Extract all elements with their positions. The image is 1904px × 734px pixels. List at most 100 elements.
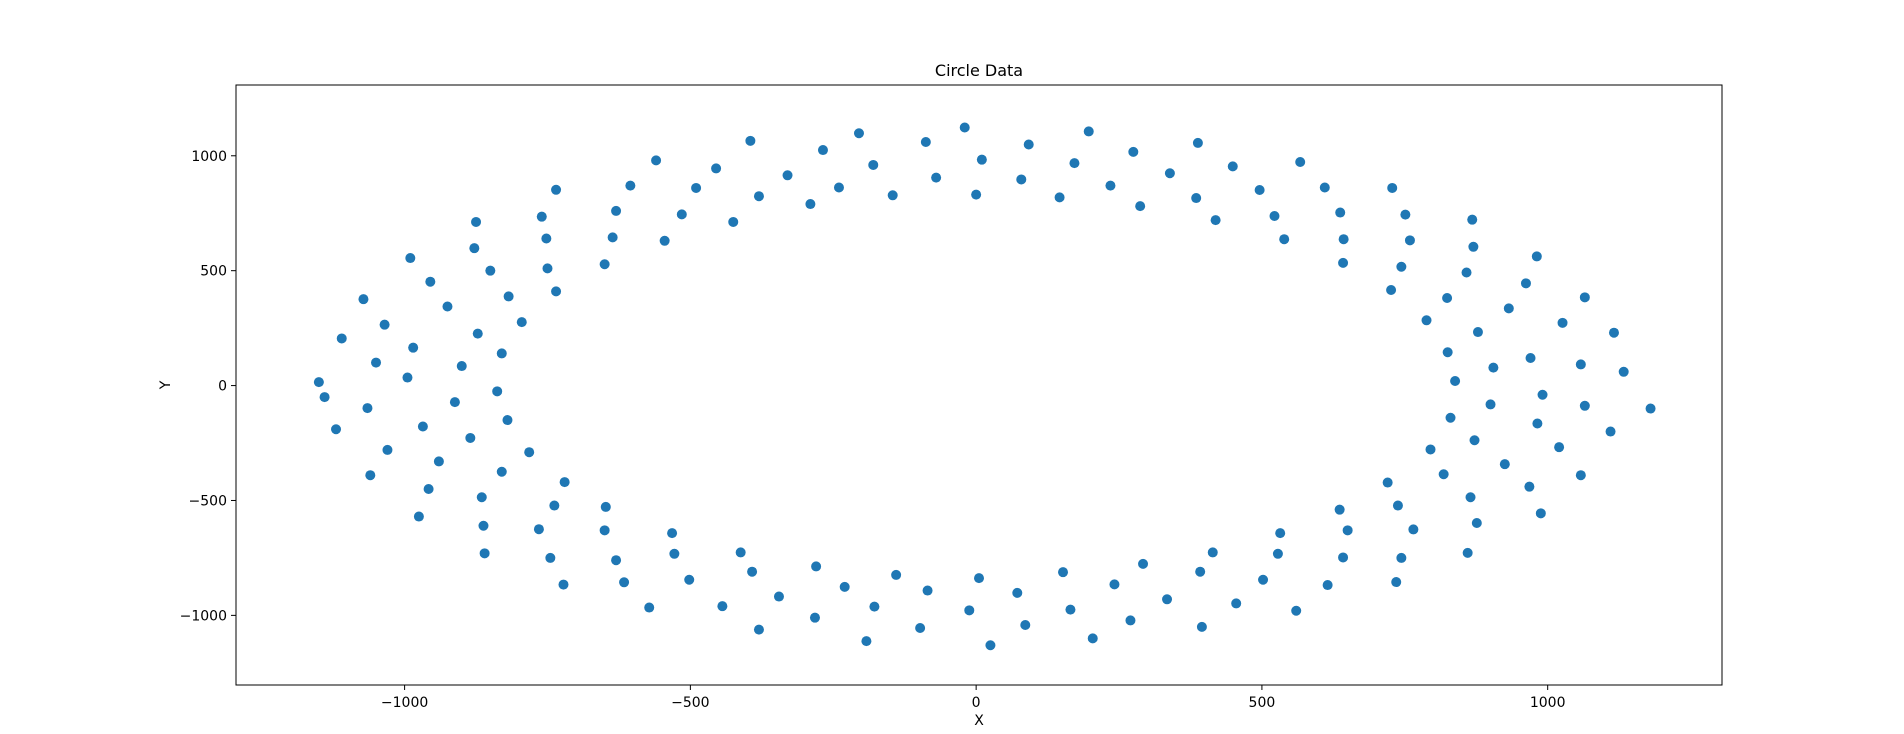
point <box>922 585 933 596</box>
point <box>869 601 880 612</box>
point <box>456 361 467 372</box>
point <box>549 500 560 511</box>
point <box>747 566 758 577</box>
point <box>868 159 879 170</box>
point <box>405 253 416 264</box>
point <box>974 573 984 584</box>
point <box>1295 156 1306 167</box>
point <box>728 216 739 227</box>
point <box>551 184 562 195</box>
point <box>959 122 970 133</box>
point <box>659 235 670 246</box>
point <box>542 263 553 274</box>
point <box>600 501 611 512</box>
point <box>479 548 490 559</box>
plot-frame <box>235 84 1723 686</box>
point <box>1605 426 1616 437</box>
point <box>1608 327 1619 338</box>
point <box>599 525 610 536</box>
point <box>1275 528 1286 539</box>
point <box>471 216 482 227</box>
point <box>551 286 562 297</box>
point <box>1532 418 1543 429</box>
point <box>651 155 662 166</box>
point <box>611 555 622 566</box>
point <box>1537 389 1548 400</box>
point <box>887 190 898 201</box>
point <box>691 182 702 193</box>
point <box>1135 201 1146 212</box>
point <box>1207 547 1218 558</box>
point <box>469 243 480 254</box>
point <box>1524 481 1535 492</box>
point <box>644 602 655 613</box>
point <box>1105 180 1116 191</box>
point <box>805 199 816 210</box>
point <box>1210 215 1221 226</box>
point <box>1196 621 1207 632</box>
point <box>625 180 636 191</box>
point <box>1520 278 1531 289</box>
point <box>1485 399 1496 410</box>
point <box>382 444 393 455</box>
point <box>365 470 376 481</box>
point <box>619 577 630 588</box>
point <box>358 294 369 305</box>
point <box>413 511 424 522</box>
point <box>1472 327 1483 338</box>
point <box>773 591 784 602</box>
point <box>1258 574 1269 585</box>
point <box>1254 185 1265 196</box>
point <box>1192 137 1203 148</box>
point <box>485 265 496 276</box>
point <box>1391 577 1402 588</box>
x-tick-label: 0 <box>972 695 981 711</box>
point <box>971 189 982 200</box>
point <box>1618 366 1629 377</box>
point <box>1191 193 1202 204</box>
point <box>1227 161 1238 172</box>
point <box>1557 317 1568 328</box>
point <box>449 397 460 408</box>
point <box>735 547 746 558</box>
point <box>476 492 487 503</box>
point <box>541 233 552 244</box>
point <box>1054 192 1065 203</box>
point <box>502 415 513 426</box>
point <box>423 483 434 494</box>
x-tick-label: −500 <box>671 695 709 711</box>
point <box>371 357 382 368</box>
point <box>558 579 569 590</box>
point <box>1575 470 1586 481</box>
point <box>711 163 722 174</box>
point <box>1083 126 1094 137</box>
point <box>433 456 444 467</box>
point <box>931 172 942 183</box>
y-tick-label: −1000 <box>180 608 227 624</box>
point <box>1421 315 1432 326</box>
point <box>1291 605 1302 616</box>
point <box>1387 182 1398 193</box>
point <box>1334 504 1345 515</box>
point <box>524 447 535 458</box>
point <box>1468 241 1479 252</box>
point <box>1016 174 1027 185</box>
point <box>1338 234 1349 245</box>
point <box>1535 508 1546 519</box>
point <box>1579 400 1590 411</box>
point <box>313 377 324 388</box>
point <box>362 403 373 414</box>
point <box>1531 251 1542 262</box>
point <box>442 301 453 312</box>
point <box>336 333 347 344</box>
point <box>964 605 975 616</box>
point <box>1338 552 1349 563</box>
point <box>1645 403 1656 414</box>
point <box>811 561 822 572</box>
point <box>1023 139 1034 150</box>
point <box>745 135 756 146</box>
point <box>676 209 687 220</box>
point <box>1554 442 1565 453</box>
point <box>1195 566 1206 577</box>
y-tick-label: 1000 <box>191 149 227 165</box>
